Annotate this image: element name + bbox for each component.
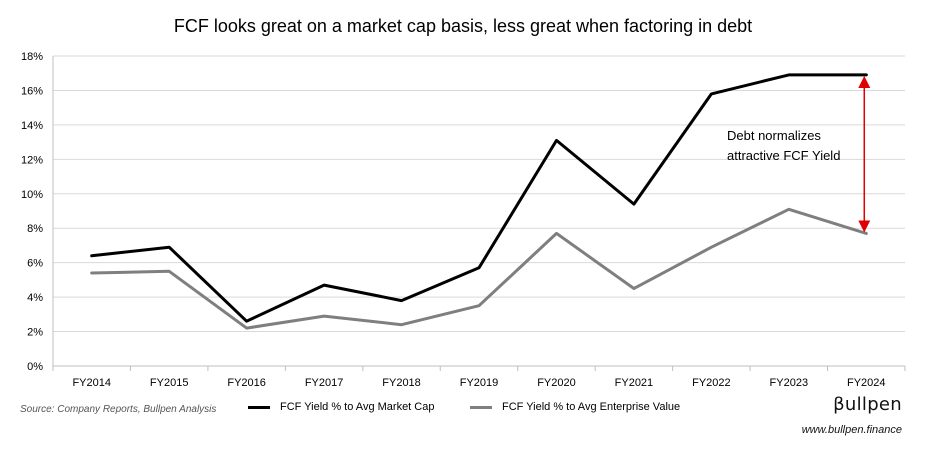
y-tick-label: 6% — [27, 258, 43, 270]
legend-item-enterprise-value: FCF Yield % to Avg Enterprise Value — [470, 401, 680, 413]
x-tick-label: FY2020 — [537, 377, 576, 389]
x-tick-label: FY2019 — [460, 377, 499, 389]
x-tick-label: FY2014 — [72, 377, 111, 389]
brand-logo: βullpen — [833, 394, 902, 415]
chart-title: FCF looks great on a market cap basis, l… — [174, 16, 752, 36]
x-tick-label: FY2024 — [847, 377, 886, 389]
legend-swatch-market-cap — [248, 405, 270, 409]
x-tick-label: FY2022 — [692, 377, 731, 389]
legend-label-enterprise-value: FCF Yield % to Avg Enterprise Value — [502, 401, 681, 413]
x-tick-label: FY2021 — [615, 377, 654, 389]
source-note: Source: Company Reports, Bullpen Analysi… — [20, 404, 217, 415]
x-tick-label: FY2023 — [770, 377, 809, 389]
y-tick-label: 4% — [27, 292, 43, 304]
y-tick-label: 16% — [21, 85, 43, 97]
legend-item-market-cap: FCF Yield % to Avg Market Cap — [248, 401, 434, 413]
y-tick-label: 10% — [21, 189, 43, 201]
y-tick-label: 14% — [21, 120, 43, 132]
legend-swatch-enterprise-value — [470, 405, 492, 409]
annotation-text: Debt normalizes — [727, 128, 821, 143]
annotation-text: attractive FCF Yield — [727, 148, 840, 163]
brand-url: www.bullpen.finance — [801, 424, 902, 436]
x-tick-label: FY2017 — [305, 377, 344, 389]
y-tick-label: 12% — [21, 154, 43, 166]
x-tick-label: FY2016 — [227, 377, 266, 389]
x-tick-label: FY2015 — [150, 377, 189, 389]
y-tick-label: 18% — [21, 51, 43, 63]
y-tick-label: 8% — [27, 223, 43, 235]
y-tick-label: 0% — [27, 361, 43, 373]
y-tick-label: 2% — [27, 327, 43, 339]
series-line-market-cap — [90, 73, 868, 323]
x-tick-label: FY2018 — [382, 377, 421, 389]
legend-label-market-cap: FCF Yield % to Avg Market Cap — [280, 401, 435, 413]
